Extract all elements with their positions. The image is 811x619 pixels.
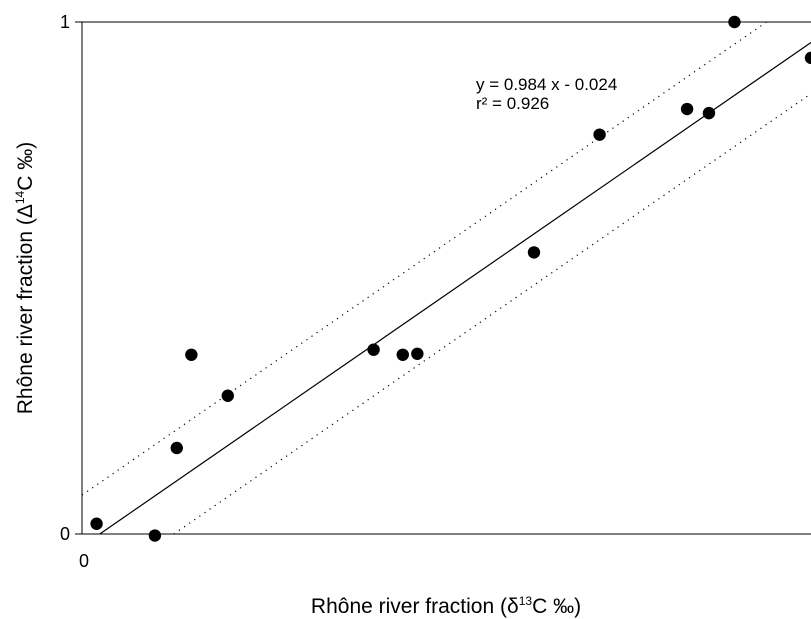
x-axis-title-prefix: Rhône river fraction ( [311,595,507,618]
x-axis-title-superscript: 13 [519,594,533,608]
y-axis-title: Rhône river fraction (Δ14C ‰) [13,142,37,414]
data-point-2 [170,441,183,455]
data-point-1 [148,529,162,542]
data-point-10 [680,102,694,116]
data-point-5 [367,343,380,356]
data-point-12 [728,15,741,29]
data-point-11 [702,106,716,120]
data-point-9 [593,128,606,141]
r-squared-label: r² = 0.926 [476,94,549,113]
confidence-band-lower [173,93,811,535]
y-tick-label-1: 1 [60,12,70,32]
confidence-band-upper [81,21,767,496]
data-point-0 [90,517,103,530]
y-tick-label-0: 0 [60,524,70,544]
y-axis-title-symbol: Δ [14,204,37,218]
data-point-6 [396,348,409,361]
x-tick-label-0: 0 [79,551,89,571]
data-point-4 [221,389,234,402]
y-axis-title-superscript: 14 [13,190,27,204]
data-point-3 [185,348,198,361]
data-point-13 [804,51,811,65]
data-point-7 [411,347,424,360]
data-points [90,15,811,542]
y-axis-title-prefix: Rhône river fraction ( [14,218,37,414]
x-axis-title-symbol: δ [507,595,519,618]
regression-line [99,41,811,535]
regression-equation: y = 0.984 x - 0.024 [476,75,617,94]
x-axis-title: Rhône river fraction (δ13C ‰) [311,594,581,618]
y-axis-title-suffix: C ‰) [14,142,37,191]
x-axis-title-suffix: C ‰) [532,595,581,618]
data-point-8 [527,246,541,259]
